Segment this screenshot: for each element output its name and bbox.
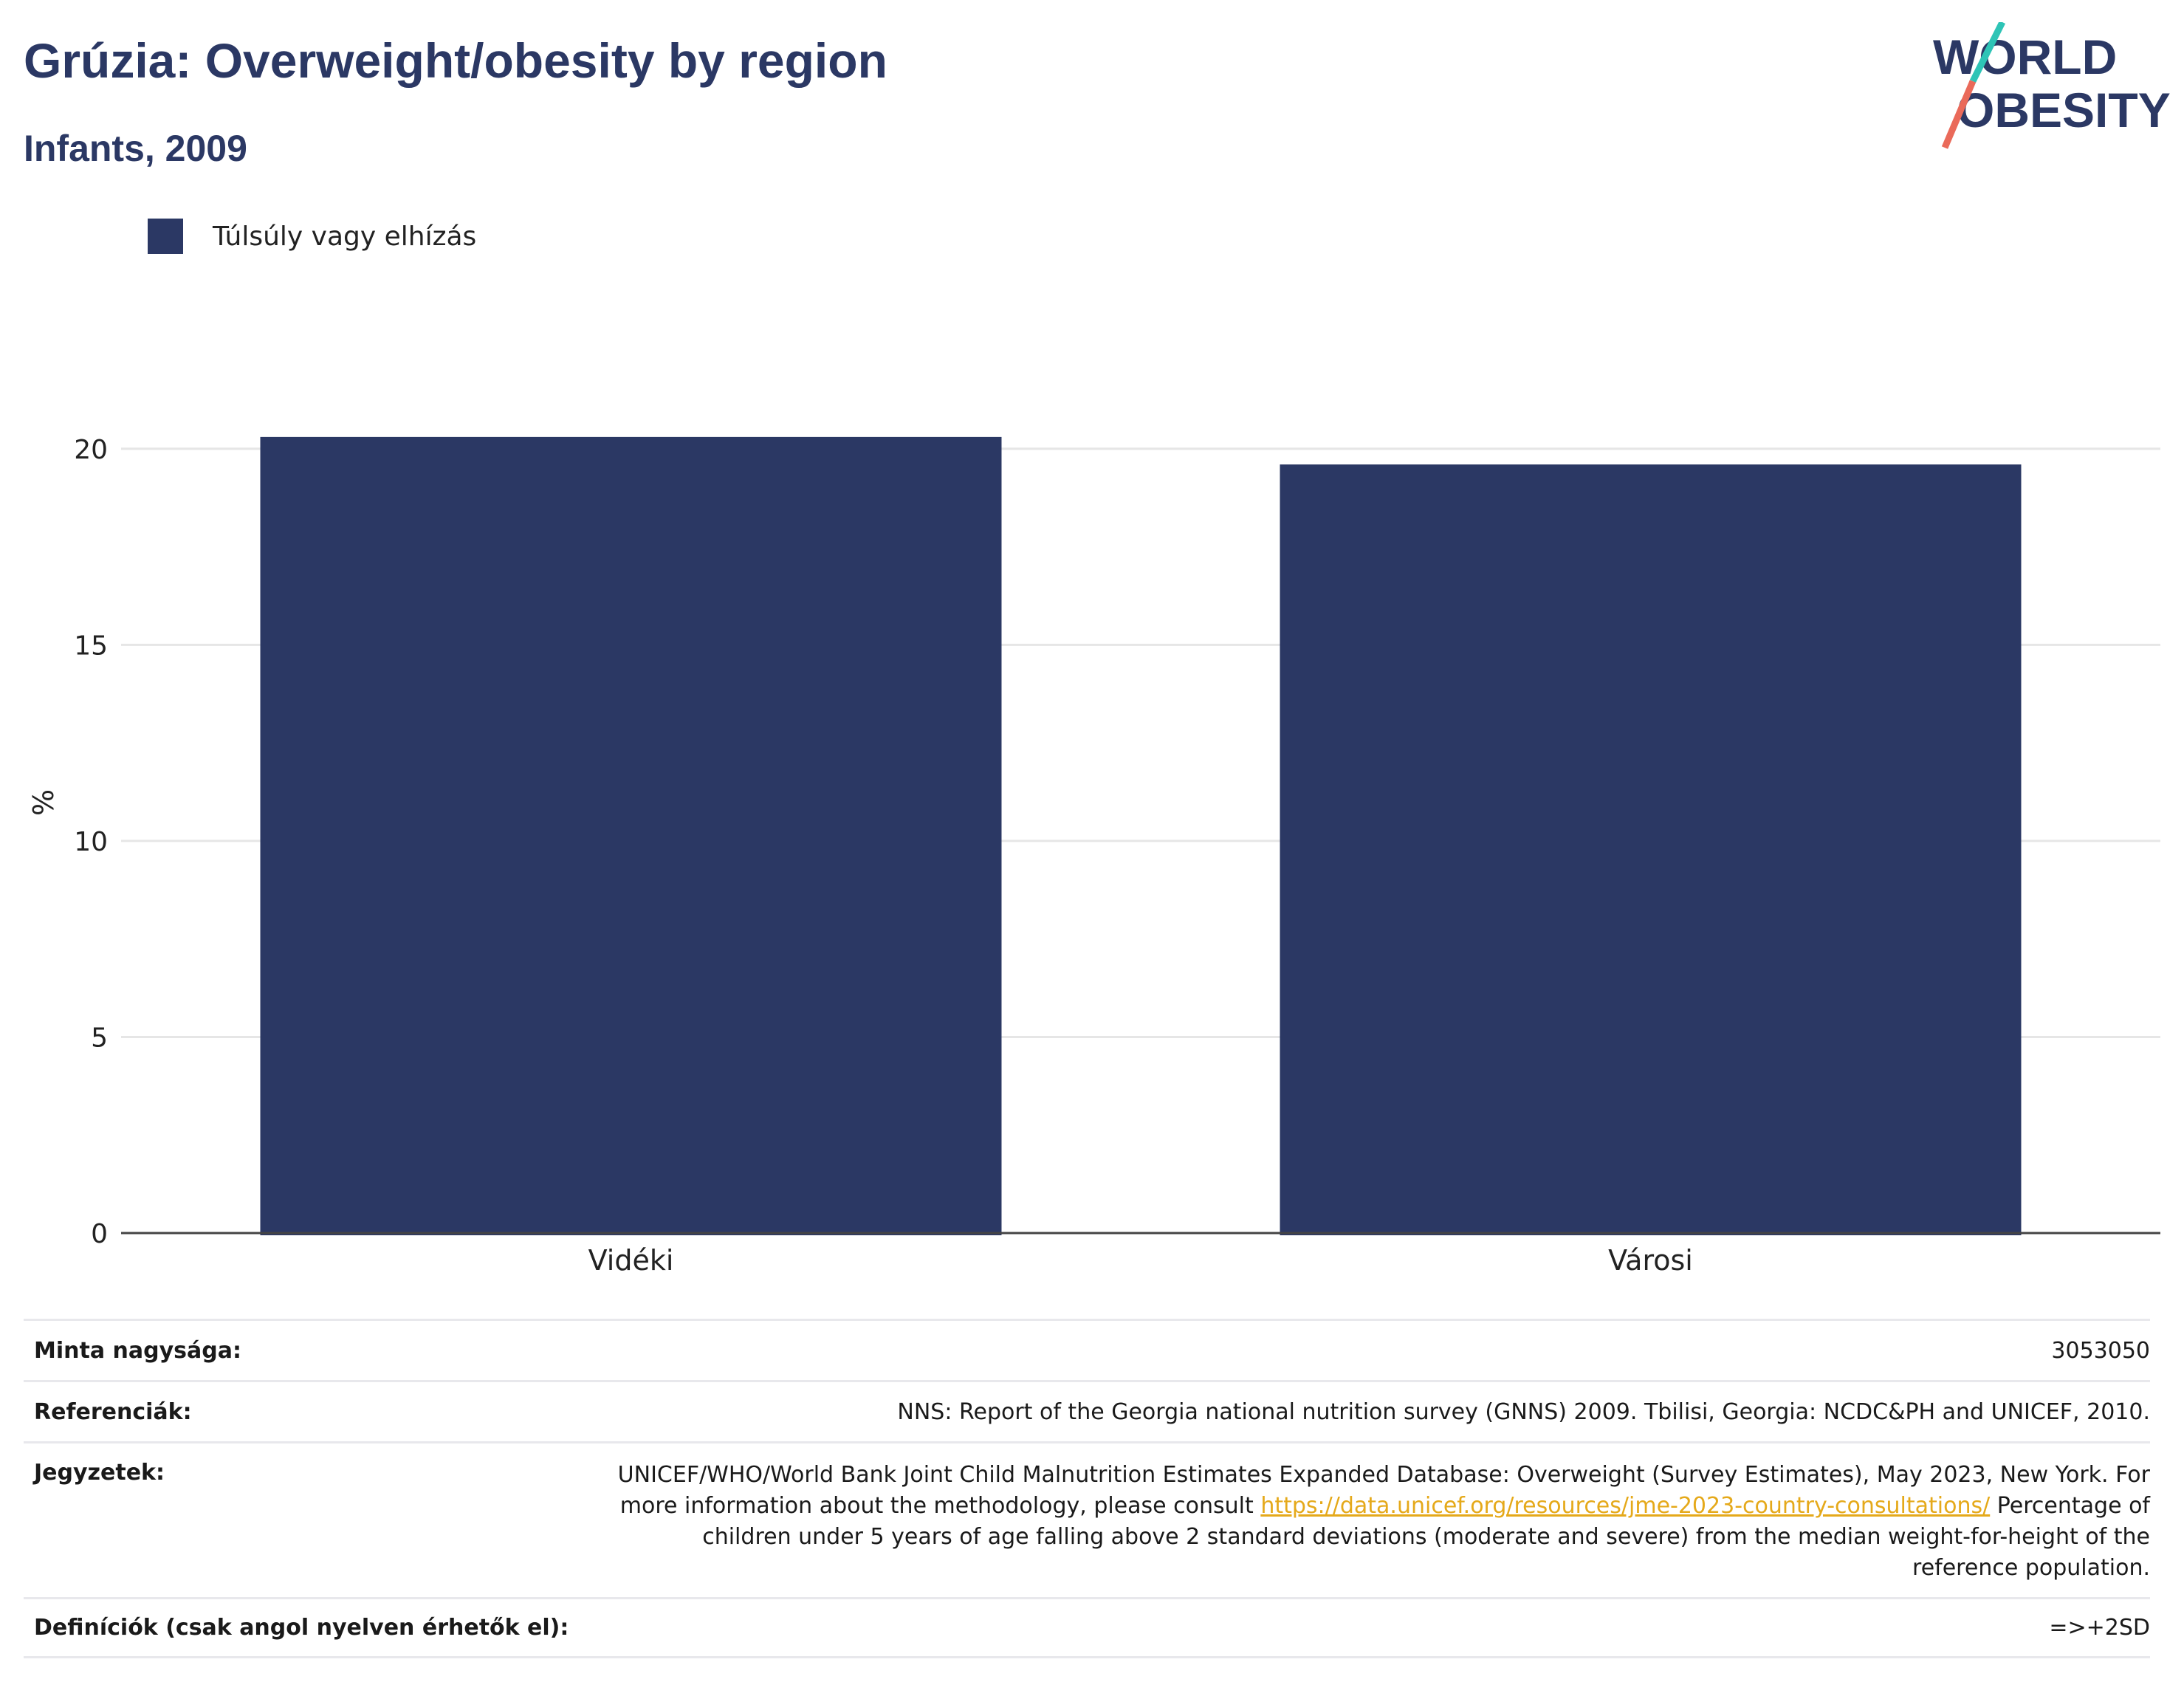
chart-title: Grúzia: Overweight/obesity by region [24,33,887,88]
sample-size-label: Minta nagysága: [34,1337,241,1364]
legend: Túlsúly vagy elhízás [148,219,476,254]
y-tick-label: 15 [74,631,108,661]
svg-text:OBESITY: OBESITY [1957,83,2171,137]
definitions-row: Definíciók (csak angol nyelven érhetők e… [24,1597,2150,1658]
definitions-value: =>+2SD [2049,1615,2150,1641]
sample-size-row: Minta nagysága: 3053050 [24,1319,2150,1380]
legend-swatch [148,219,183,254]
methodology-link[interactable]: https://data.unicef.org/resources/jme-20… [1260,1493,1991,1519]
y-tick-label: 20 [74,435,108,465]
x-tick-label: Vidéki [588,1244,674,1277]
world-obesity-logo: WORLD OBESITY [1933,22,2171,149]
y-tick-label: 5 [91,1023,108,1053]
notes-value: UNICEF/WHO/World Bank Joint Child Malnut… [600,1460,2150,1584]
notes-label: Jegyzetek: [34,1460,165,1486]
references-row: Referenciák: NNS: Report of the Georgia … [24,1380,2150,1441]
notes-text-1: UNICEF/WHO/World Bank Joint Child Malnut… [617,1462,2150,1519]
sample-size-value: 3053050 [2051,1337,2150,1364]
bar [1280,464,2022,1235]
bar [260,436,1002,1236]
svg-text:WORLD: WORLD [1933,30,2117,84]
y-axis-title: % [27,789,60,816]
chart-subtitle: Infants, 2009 [24,128,247,169]
info-table: Minta nagysága: 3053050 Referenciák: NNS… [24,1319,2150,1658]
notes-text-2: Percentage of children under 5 years of … [702,1493,2150,1581]
x-tick-label: Városi [1608,1244,1693,1277]
y-tick-label: 10 [74,827,108,857]
notes-row: Jegyzetek: UNICEF/WHO/World Bank Joint C… [24,1441,2150,1597]
y-tick-label: 0 [91,1219,108,1249]
references-label: Referenciák: [34,1398,192,1425]
bar-chart: 0 5 10 15 20% Vidéki Városi [27,435,2160,1277]
legend-label: Túlsúly vagy elhízás [213,221,477,252]
definitions-label: Definíciók (csak angol nyelven érhetők e… [34,1615,569,1641]
references-value: NNS: Report of the Georgia national nutr… [897,1398,2150,1425]
